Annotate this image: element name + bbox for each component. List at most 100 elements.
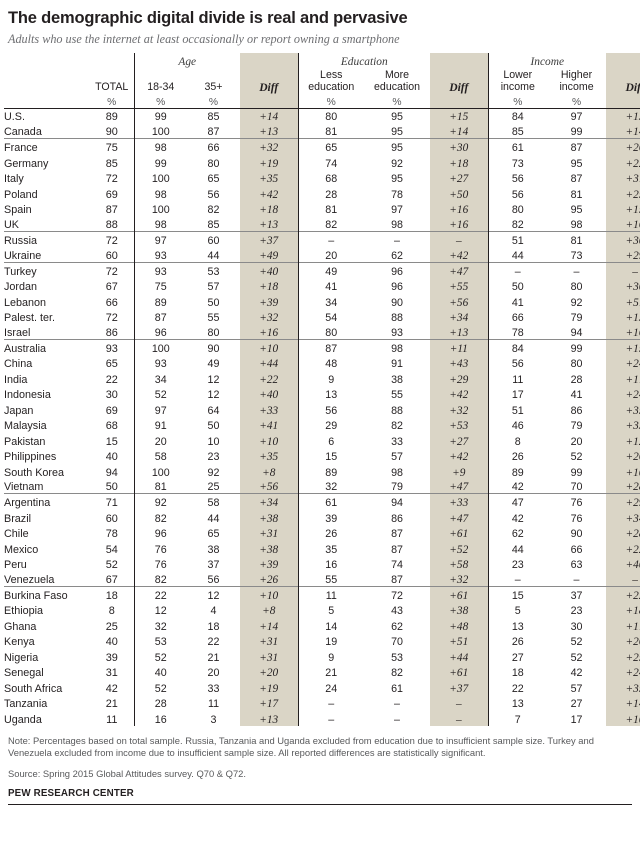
cell-age-diff: +42	[240, 185, 298, 201]
cell-inc-lower: 85	[487, 123, 548, 139]
cell-inc-diff: +13	[606, 107, 640, 124]
cell-age-young: 20	[133, 432, 187, 448]
cell-country: Palest. ter.	[4, 312, 56, 325]
cell-edu-diff: +53	[430, 416, 489, 433]
cell-inc-lower: 41	[487, 293, 548, 309]
cell-age-diff: +10	[240, 432, 298, 448]
cell-age-old: 50	[207, 296, 220, 309]
cell-total: 89	[90, 107, 134, 124]
cell-age-young: 91	[133, 416, 187, 433]
cell-inc-lower: 56	[487, 169, 548, 186]
cell-total: 90	[105, 126, 118, 139]
cell-inc-diff: +28	[606, 524, 640, 541]
cell-edu-less: 32	[297, 478, 364, 494]
cell-inc-diff: +16	[606, 216, 640, 232]
cell-edu-less: 28	[297, 185, 364, 201]
cell-inc-lower: 15	[487, 586, 548, 602]
cell-age-young: 100	[133, 169, 187, 186]
cell-country: Malaysia	[4, 420, 47, 433]
cell-inc-diff: +22	[606, 586, 640, 602]
cell-country: India	[4, 373, 28, 386]
cell-edu-more: 93	[391, 327, 403, 340]
title-block: The demographic digital divide is real a…	[0, 0, 640, 46]
cell-age-young: 34	[133, 370, 187, 386]
cell-inc-higher: 80	[570, 281, 583, 294]
cell-inc-lower: 18	[487, 663, 548, 680]
cell-inc-higher: 57	[570, 682, 583, 695]
cell-age-young: 97	[133, 230, 187, 247]
cell-country: Brazil	[4, 512, 31, 525]
cell-inc-lower: 66	[487, 308, 548, 325]
cell-inc-higher: 23	[570, 605, 583, 618]
cell-country: South Korea	[4, 466, 65, 479]
cell-inc-lower: 62	[487, 524, 548, 541]
cell-age-young: 92	[133, 493, 187, 510]
cell-age-old: 80	[207, 327, 220, 340]
cell-inc-diff: +15	[606, 200, 640, 217]
cell-age-young: 100	[133, 200, 187, 217]
cell-edu-more: 95	[391, 126, 403, 139]
cell-age-diff: +31	[240, 648, 298, 664]
cell-inc-lower: 89	[487, 463, 548, 479]
cell-country: Burkina Faso	[4, 586, 90, 602]
cell-inc-lower: 26	[487, 632, 548, 649]
cell-total: 40	[105, 636, 118, 649]
cell-age-old: 44	[207, 249, 220, 262]
cell-country: Indonesia	[4, 389, 51, 402]
cell-inc-diff: +14	[606, 694, 640, 711]
cell-age-old: 80	[207, 157, 220, 170]
group-header-spacer-country	[4, 53, 90, 68]
cell-edu-diff: +27	[430, 169, 489, 186]
cell-edu-more: 97	[391, 204, 403, 217]
cell-age-young: 96	[133, 524, 187, 541]
cell-inc-lower: 42	[487, 509, 548, 525]
cell-age-young: 12	[133, 602, 187, 618]
cell-total: 72	[90, 261, 134, 278]
cell-inc-diff: +29	[606, 246, 640, 263]
cell-inc-lower: 23	[487, 555, 548, 572]
cell-edu-less: 9	[297, 648, 364, 664]
cell-age-old: 87	[207, 126, 220, 139]
cell-edu-diff: +50	[430, 185, 489, 201]
cell-total: 30	[105, 389, 118, 402]
cell-inc-lower: 51	[487, 230, 548, 247]
cell-inc-higher: 66	[570, 543, 583, 556]
cell-edu-more: 82	[391, 420, 403, 433]
cell-inc-higher: 76	[570, 512, 583, 525]
cell-edu-less: 74	[297, 154, 364, 170]
cell-age-diff: +13	[240, 216, 298, 232]
cell-edu-less: 9	[297, 370, 364, 386]
cell-total: 93	[90, 339, 134, 355]
cell-inc-lower: 84	[487, 339, 548, 355]
cell-edu-less: 34	[297, 293, 364, 309]
cell-edu-diff: +43	[430, 355, 489, 371]
cell-age-diff: +40	[240, 385, 298, 402]
cell-age-diff: +20	[240, 663, 298, 680]
cell-age-young: 52	[133, 679, 187, 695]
cell-edu-diff: –	[430, 230, 489, 247]
cell-country: Turkey	[4, 261, 90, 278]
cell-age-young: 93	[133, 355, 187, 371]
cell-country: Senegal	[4, 667, 44, 680]
bottom-divider	[8, 804, 632, 805]
cell-edu-less: 82	[297, 216, 364, 232]
cell-age-diff: +37	[240, 230, 298, 247]
cell-age-diff: +19	[240, 679, 298, 695]
cell-inc-higher: 87	[547, 138, 607, 155]
cell-age-old: 57	[207, 281, 220, 294]
cell-edu-diff: +32	[430, 571, 489, 587]
cell-age-old: 92	[207, 466, 220, 479]
cell-inc-higher: 94	[570, 327, 583, 340]
cell-edu-more: 90	[391, 296, 403, 309]
cell-edu-less: 11	[297, 586, 364, 602]
